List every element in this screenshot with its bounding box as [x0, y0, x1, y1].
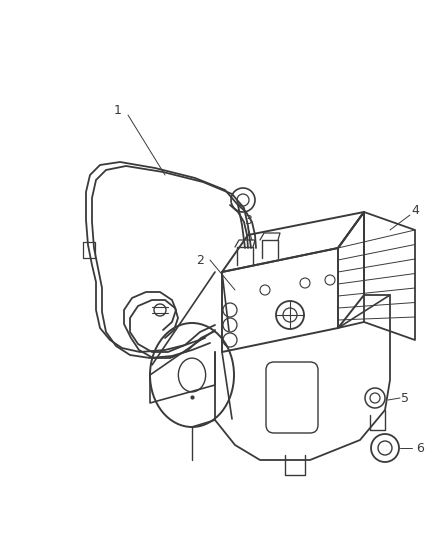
Text: 4: 4 — [411, 204, 419, 216]
Text: 5: 5 — [401, 392, 409, 405]
Text: 2: 2 — [196, 254, 204, 266]
Text: 6: 6 — [416, 441, 424, 455]
Text: 3: 3 — [244, 214, 252, 227]
Text: 1: 1 — [114, 103, 122, 117]
